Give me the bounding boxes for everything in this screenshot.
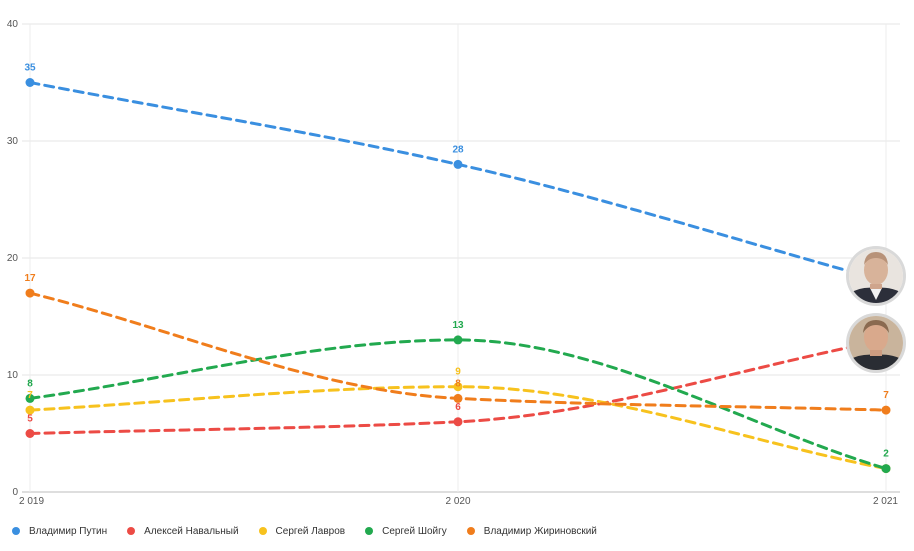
portrait-photo-icon bbox=[846, 313, 906, 373]
legend: Владимир Путин Алексей Навальный Сергей … bbox=[12, 523, 617, 539]
y-tick-label: 10 bbox=[7, 370, 19, 381]
data-point[interactable] bbox=[453, 382, 463, 392]
data-label: 6 bbox=[455, 402, 461, 413]
legend-marker bbox=[12, 527, 20, 535]
portrait-photo-icon bbox=[846, 246, 906, 306]
legend-item-putin[interactable]: Владимир Путин bbox=[12, 526, 107, 537]
data-label: 9 bbox=[455, 367, 461, 378]
y-axis: 0 10 20 30 40 bbox=[7, 19, 19, 498]
data-label: 7 bbox=[883, 390, 889, 401]
data-point[interactable] bbox=[881, 405, 891, 415]
data-label: 17 bbox=[24, 273, 36, 284]
y-tick-label: 40 bbox=[7, 19, 19, 30]
data-point[interactable] bbox=[25, 78, 35, 87]
legend-label: Алексей Навальный bbox=[144, 525, 239, 537]
legend-marker bbox=[258, 527, 267, 535]
data-point[interactable] bbox=[881, 464, 891, 474]
legend-item-lavrov[interactable]: Сергей Лавров bbox=[258, 525, 346, 537]
x-axis: 2 019 2 020 2 021 bbox=[19, 496, 898, 507]
data-label: 8 bbox=[455, 378, 461, 389]
data-point[interactable] bbox=[25, 405, 35, 415]
data-point[interactable] bbox=[453, 159, 463, 169]
legend-item-navalny[interactable]: Алексей Навальный bbox=[127, 525, 239, 537]
data-label: 7 bbox=[27, 390, 33, 401]
data-label: 35 bbox=[24, 63, 36, 74]
legend-label: Сергей Лавров bbox=[275, 525, 346, 537]
data-label: 5 bbox=[27, 414, 33, 425]
legend-marker bbox=[466, 527, 475, 535]
portrait-photos bbox=[846, 246, 906, 373]
data-label: 28 bbox=[452, 144, 464, 155]
data-label: 8 bbox=[27, 378, 33, 389]
data-point[interactable] bbox=[453, 393, 463, 403]
data-point[interactable] bbox=[25, 393, 35, 403]
legend-label: Сергей Шойгу bbox=[382, 525, 447, 537]
legend-item-zhirinovsky[interactable]: Владимир Жириновский bbox=[466, 525, 597, 537]
series-group bbox=[25, 78, 891, 474]
x-tick-label: 2 019 bbox=[19, 496, 44, 507]
series-line bbox=[28, 338, 888, 471]
x-tick-label: 2 021 bbox=[873, 496, 898, 507]
y-tick-label: 20 bbox=[7, 253, 19, 264]
y-tick-label: 30 bbox=[7, 136, 19, 147]
data-point[interactable] bbox=[25, 288, 35, 298]
legend-marker bbox=[127, 527, 136, 535]
legend-marker bbox=[365, 527, 374, 535]
data-label: 13 bbox=[452, 320, 464, 331]
legend-item-shoigu[interactable]: Сергей Шойгу bbox=[365, 526, 447, 537]
data-point[interactable] bbox=[453, 335, 463, 345]
data-point[interactable] bbox=[25, 429, 35, 438]
x-tick-label: 2 020 bbox=[445, 496, 470, 507]
data-point[interactable] bbox=[453, 417, 463, 427]
data-label: 2 bbox=[883, 449, 889, 460]
legend-label: Владимир Путин bbox=[29, 525, 108, 537]
legend-label: Владимир Жириновский bbox=[483, 525, 597, 537]
y-tick-label: 0 bbox=[12, 487, 18, 498]
